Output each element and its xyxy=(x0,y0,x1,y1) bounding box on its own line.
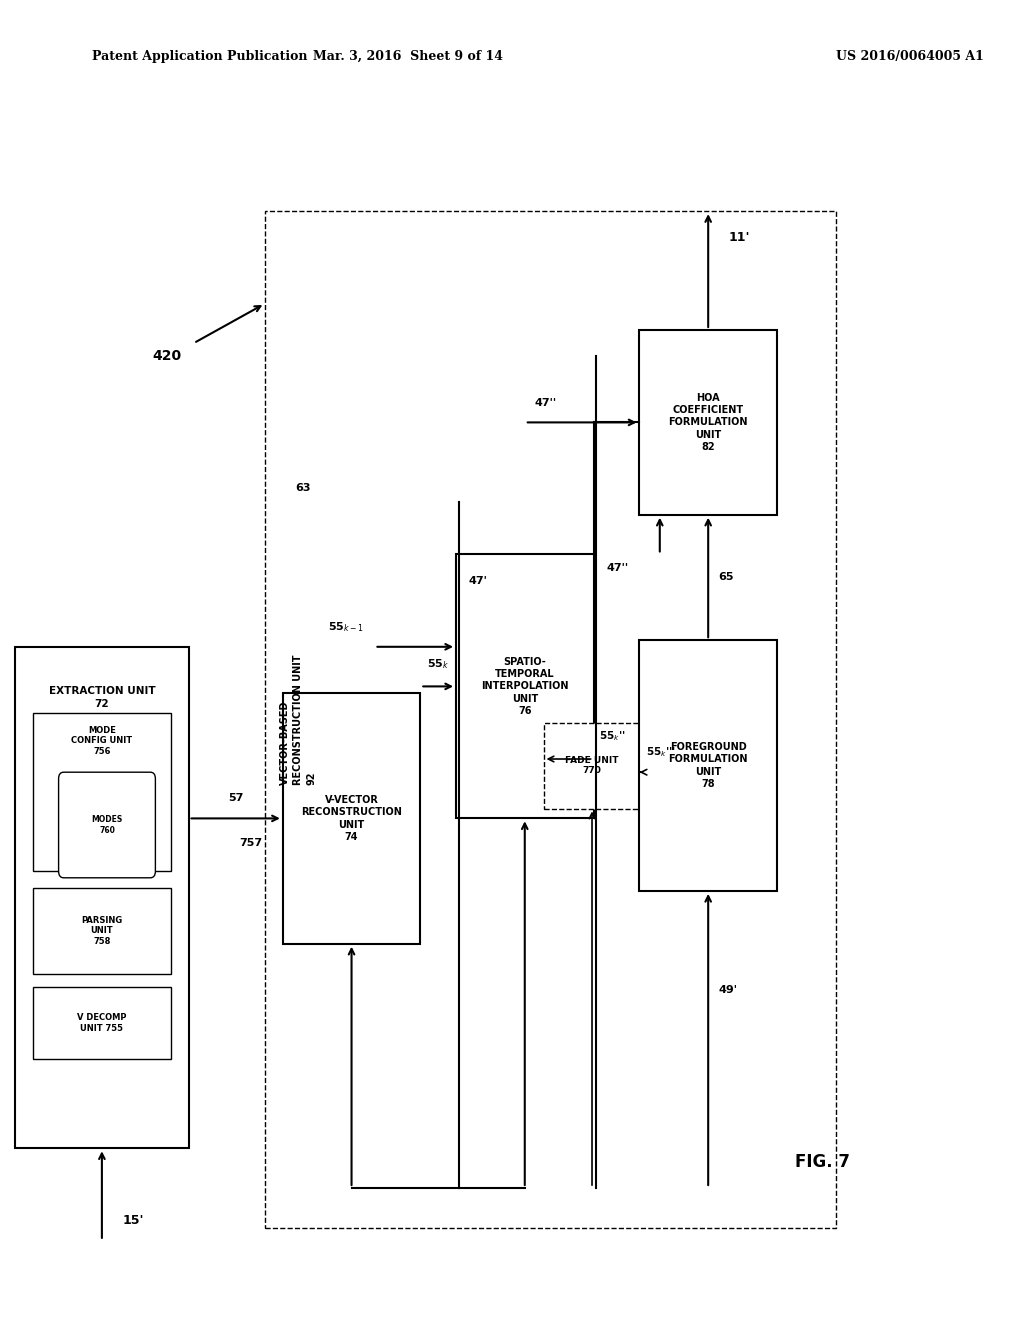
Text: FIG. 7: FIG. 7 xyxy=(795,1152,850,1171)
Text: 55$_k$''': 55$_k$''' xyxy=(645,746,675,759)
FancyBboxPatch shape xyxy=(33,987,171,1059)
Text: VECTOR-BASED
RECONSTRUCTION UNIT
92: VECTOR-BASED RECONSTRUCTION UNIT 92 xyxy=(281,655,316,784)
Text: FADE UNIT
770: FADE UNIT 770 xyxy=(565,756,618,775)
FancyBboxPatch shape xyxy=(544,723,640,808)
Text: 11': 11' xyxy=(728,231,750,244)
FancyBboxPatch shape xyxy=(639,640,777,891)
Text: 57: 57 xyxy=(228,792,244,803)
FancyBboxPatch shape xyxy=(15,647,188,1148)
Text: 757: 757 xyxy=(240,838,262,849)
Text: SPATIO-
TEMPORAL
INTERPOLATION
UNIT
76: SPATIO- TEMPORAL INTERPOLATION UNIT 76 xyxy=(481,656,568,717)
FancyBboxPatch shape xyxy=(33,713,171,871)
FancyBboxPatch shape xyxy=(33,888,171,974)
Text: 55$_k$'': 55$_k$'' xyxy=(599,730,625,743)
Text: 420: 420 xyxy=(153,350,182,363)
FancyBboxPatch shape xyxy=(265,211,836,1228)
FancyBboxPatch shape xyxy=(456,554,594,818)
FancyBboxPatch shape xyxy=(58,772,156,878)
FancyBboxPatch shape xyxy=(639,330,777,515)
Text: 47'': 47'' xyxy=(606,562,629,573)
Text: V DECOMP
UNIT 755: V DECOMP UNIT 755 xyxy=(77,1014,127,1032)
Text: 15': 15' xyxy=(122,1214,143,1228)
Text: MODE
CONFIG UNIT
756: MODE CONFIG UNIT 756 xyxy=(72,726,132,756)
Text: PARSING
UNIT
758: PARSING UNIT 758 xyxy=(81,916,123,945)
Text: 47'': 47'' xyxy=(535,397,557,408)
Text: Mar. 3, 2016  Sheet 9 of 14: Mar. 3, 2016 Sheet 9 of 14 xyxy=(312,50,503,63)
Text: EXTRACTION UNIT
72: EXTRACTION UNIT 72 xyxy=(48,686,156,709)
Text: FOREGROUND
FORMULATION
UNIT
78: FOREGROUND FORMULATION UNIT 78 xyxy=(669,742,748,789)
Text: Patent Application Publication: Patent Application Publication xyxy=(92,50,307,63)
Text: 55$_{k-1}$: 55$_{k-1}$ xyxy=(329,620,365,634)
FancyBboxPatch shape xyxy=(283,693,420,944)
Text: 47': 47' xyxy=(469,576,487,586)
Text: 49': 49' xyxy=(719,985,737,995)
Text: MODES
760: MODES 760 xyxy=(91,816,123,834)
Text: 55$_k$: 55$_k$ xyxy=(427,657,450,671)
Text: US 2016/0064005 A1: US 2016/0064005 A1 xyxy=(836,50,983,63)
Text: V-VECTOR
RECONSTRUCTION
UNIT
74: V-VECTOR RECONSTRUCTION UNIT 74 xyxy=(301,795,402,842)
Text: 63: 63 xyxy=(296,483,311,494)
Text: 65: 65 xyxy=(719,573,734,582)
Text: HOA
COEFFICIENT
FORMULATION
UNIT
82: HOA COEFFICIENT FORMULATION UNIT 82 xyxy=(669,392,748,453)
